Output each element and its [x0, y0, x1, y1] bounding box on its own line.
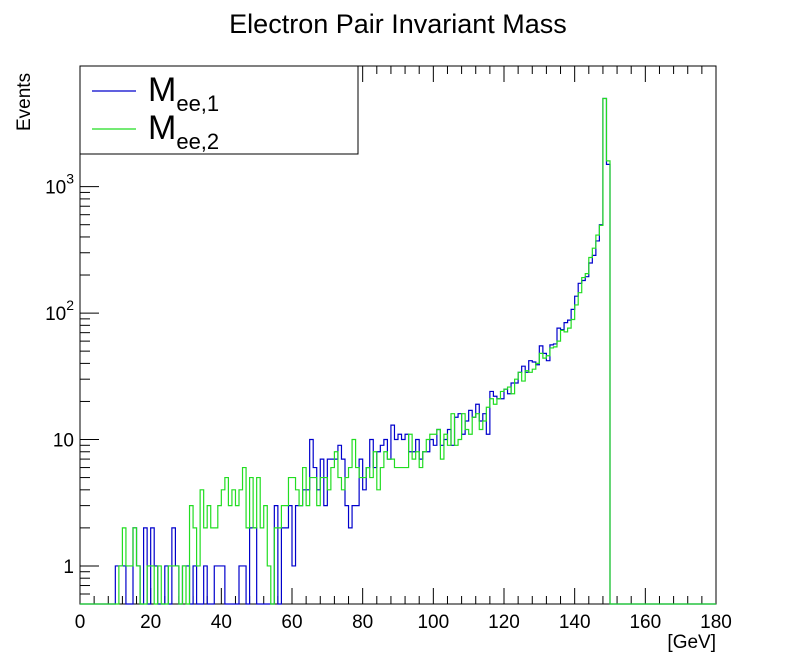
series-line-1 — [80, 97, 716, 605]
x-tick-label: 20 — [140, 612, 161, 633]
x-tick-label: 180 — [700, 612, 732, 633]
legend-label-2: Mee,2 — [148, 109, 219, 154]
y-axis-label: Events — [14, 73, 35, 131]
y-tick-label: 10 — [53, 431, 74, 452]
y-tick-label: 103 — [45, 171, 74, 199]
series-line-2 — [80, 97, 716, 605]
y-tick-base: 10 — [45, 304, 66, 325]
legend-label-1: Mee,1 — [148, 71, 219, 116]
x-axis-label: [GeV] — [667, 632, 716, 653]
legend-subscript: ee,2 — [176, 129, 219, 154]
x-tick-label: 40 — [211, 612, 232, 633]
y-tick-label: 102 — [45, 297, 74, 325]
y-tick-exponent: 3 — [66, 171, 74, 187]
legend-subscript: ee,1 — [176, 91, 219, 116]
y-tick-exponent: 2 — [66, 297, 74, 313]
x-tick-label: 140 — [559, 612, 591, 633]
plot-frame — [79, 65, 717, 605]
y-tick-base: 10 — [53, 431, 74, 452]
x-tick-label: 0 — [75, 612, 86, 633]
y-tick-base: 1 — [63, 557, 74, 578]
series-layer — [80, 97, 716, 605]
x-tick-label: 120 — [488, 612, 520, 633]
x-tick-label: 60 — [281, 612, 302, 633]
x-tick-label: 160 — [629, 612, 661, 633]
legend-box — [79, 65, 359, 155]
x-tick-label: 80 — [352, 612, 373, 633]
x-tick-label: 100 — [417, 612, 449, 633]
legend-name: M — [148, 109, 176, 147]
y-tick-label: 1 — [63, 557, 74, 578]
y-tick-base: 10 — [45, 178, 66, 199]
chart-title: Electron Pair Invariant Mass — [229, 9, 567, 39]
legend-name: M — [148, 71, 176, 109]
